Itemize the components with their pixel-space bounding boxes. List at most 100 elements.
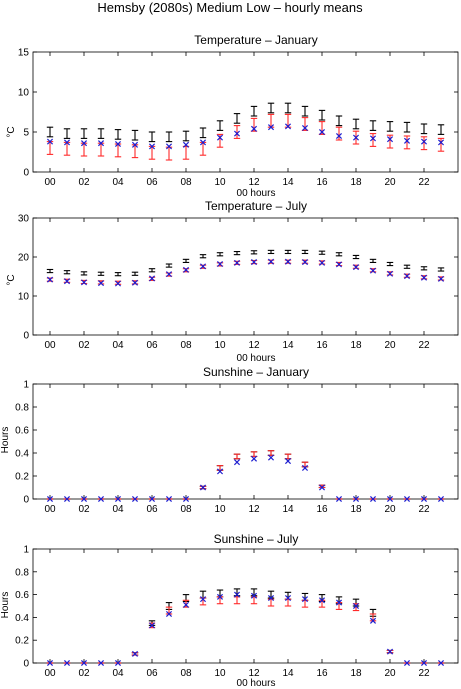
point-blue bbox=[182, 141, 190, 148]
errorbar-black bbox=[250, 250, 258, 255]
point-blue bbox=[114, 495, 122, 503]
point-blue bbox=[216, 260, 224, 268]
errorbar-black bbox=[403, 264, 411, 269]
point-blue bbox=[352, 602, 360, 610]
errorbar-black bbox=[63, 128, 71, 139]
errorbar-black bbox=[97, 128, 105, 139]
panel-temperature-january: Temperature – January °C 00 hours 0 5 10 15… bbox=[6, 33, 459, 199]
errorbar-black bbox=[199, 127, 207, 139]
point-blue bbox=[114, 140, 122, 148]
point-blue bbox=[403, 495, 411, 503]
plot-frame bbox=[32, 51, 459, 173]
errorbar-red bbox=[301, 461, 309, 468]
x-tick-label: 04 bbox=[112, 340, 124, 351]
errorbar-black bbox=[352, 254, 360, 260]
errorbar-red bbox=[352, 603, 360, 612]
y-tick-label: 0.2 bbox=[15, 472, 29, 483]
y-axis-label: °C bbox=[6, 126, 17, 137]
errorbar-black bbox=[284, 102, 292, 114]
errorbar-red bbox=[403, 135, 411, 150]
point-blue bbox=[233, 130, 241, 137]
x-tick-label: 06 bbox=[146, 340, 158, 351]
errorbar-black bbox=[420, 123, 428, 135]
point-blue bbox=[318, 484, 326, 491]
x-tick-label: 14 bbox=[282, 177, 294, 188]
y-tick-label: 15 bbox=[18, 48, 30, 59]
x-axis-label: 00 hours bbox=[237, 678, 276, 689]
errorbar-black bbox=[46, 126, 54, 138]
point-blue bbox=[250, 259, 258, 266]
panel-title: Sunshine – July bbox=[214, 532, 299, 546]
point-blue bbox=[301, 596, 309, 603]
point-blue bbox=[352, 134, 360, 141]
errorbar-black bbox=[233, 113, 241, 124]
point-blue bbox=[403, 659, 411, 667]
plot-area: 0 10 20 30 00 02 04 06 08 10 12 14 16 18 20 22 bbox=[18, 214, 459, 351]
x-tick-label: 22 bbox=[418, 340, 430, 351]
errorbar-black bbox=[131, 271, 139, 276]
point-blue bbox=[301, 259, 309, 266]
errorbar-red bbox=[216, 596, 224, 605]
x-tick-label: 08 bbox=[180, 340, 192, 351]
point-blue bbox=[403, 137, 411, 144]
point-blue bbox=[284, 258, 292, 265]
x-tick-label: 22 bbox=[418, 668, 430, 679]
point-blue bbox=[97, 280, 105, 287]
point-blue bbox=[114, 659, 122, 667]
point-blue bbox=[284, 594, 292, 602]
x-tick-label: 12 bbox=[248, 668, 260, 679]
errorbar-black bbox=[182, 130, 190, 142]
point-blue bbox=[114, 280, 122, 287]
point-blue bbox=[437, 495, 445, 503]
panel-title: Sunshine – January bbox=[203, 365, 309, 379]
y-tick-label: 0.6 bbox=[15, 590, 29, 601]
point-blue bbox=[80, 659, 88, 667]
plot-frame bbox=[32, 548, 459, 664]
errorbar-black bbox=[114, 272, 122, 277]
point-blue bbox=[216, 593, 224, 600]
x-tick-label: 04 bbox=[112, 504, 124, 515]
point-blue bbox=[420, 138, 428, 145]
point-blue bbox=[63, 495, 71, 503]
x-tick-label: 12 bbox=[248, 340, 260, 351]
x-tick-label: 08 bbox=[180, 504, 192, 515]
x-tick-label: 10 bbox=[214, 177, 226, 188]
x-tick-label: 06 bbox=[146, 668, 158, 679]
errorbar-black bbox=[267, 249, 275, 255]
panel-title: Temperature – July bbox=[205, 199, 307, 213]
x-tick-label: 18 bbox=[350, 340, 362, 351]
point-blue bbox=[199, 596, 207, 603]
y-tick-label: 0.4 bbox=[15, 613, 29, 624]
x-tick-label: 18 bbox=[350, 668, 362, 679]
x-tick-label: 02 bbox=[78, 177, 90, 188]
point-blue bbox=[437, 275, 445, 282]
point-blue bbox=[182, 601, 190, 608]
errorbar-red bbox=[437, 137, 445, 152]
errorbar-black bbox=[318, 109, 326, 121]
x-tick-label: 14 bbox=[282, 340, 294, 351]
point-blue bbox=[267, 124, 275, 131]
errorbar-black bbox=[267, 590, 275, 599]
x-tick-label: 16 bbox=[316, 340, 328, 351]
point-blue bbox=[318, 597, 326, 604]
point-blue bbox=[46, 138, 54, 145]
y-tick-label: 0 bbox=[23, 495, 29, 506]
point-blue bbox=[46, 495, 54, 503]
errorbar-black bbox=[267, 102, 275, 114]
errorbar-black bbox=[301, 105, 309, 117]
point-blue bbox=[233, 591, 241, 598]
x-tick-label: 10 bbox=[214, 504, 226, 515]
errorbar-black bbox=[165, 263, 173, 268]
point-blue bbox=[182, 266, 190, 273]
errorbar-red bbox=[386, 134, 394, 149]
y-tick-label: 0.4 bbox=[15, 449, 29, 460]
point-blue bbox=[369, 617, 377, 624]
x-tick-label: 06 bbox=[146, 504, 158, 515]
x-tick-label: 12 bbox=[248, 177, 260, 188]
errorbar-black bbox=[216, 120, 224, 131]
point-blue bbox=[131, 495, 139, 503]
errorbar-red bbox=[165, 606, 173, 615]
panel-sunshine-january: Sunshine – January Hours 00.20.40.60.810… bbox=[0, 365, 459, 515]
x-tick-label: 02 bbox=[78, 504, 90, 515]
point-blue bbox=[386, 136, 394, 143]
